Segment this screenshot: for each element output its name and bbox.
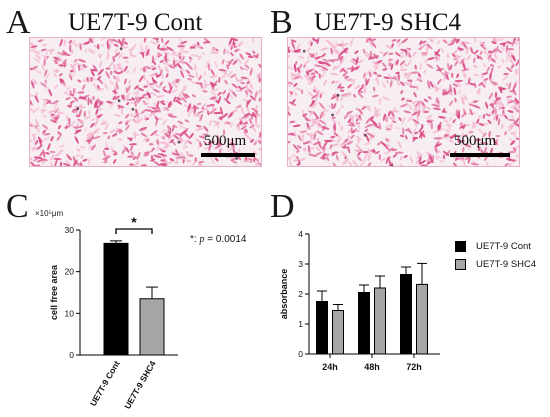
panel-c-letter: C [6,188,29,225]
y-tick-label: 10 [65,308,75,318]
legend-label-cont: UE7T-9 Cont [476,240,531,252]
panel-a-letter: A [6,4,31,41]
micro-cell-layer [288,38,519,166]
bar [103,242,129,356]
panel-a-micrograph-image [30,38,261,166]
y-tick-label: 20 [65,267,75,277]
panel-a-micrograph [29,37,262,167]
panel-a-scale-bar [201,153,255,157]
x-tick-label: 48h [364,362,380,372]
x-tick-label: 72h [406,362,422,372]
panel-b-letter: B [270,4,293,41]
bar [374,287,386,355]
y-tick-label: 3 [298,259,303,269]
significance-mark: * [131,214,137,230]
sig-note-p: p [199,234,205,245]
y-tick-label: 2 [298,289,303,299]
bar [358,292,370,355]
x-tick-label: 24h [322,362,338,372]
legend-item-cont: UE7T-9 Cont [455,237,536,255]
panel-b-scale-bar [450,153,510,157]
panel-d-legend: UE7T-9 Cont UE7T-9 SHC4 [455,237,536,273]
y-tick-label: 0 [298,349,303,359]
legend-item-shc4: UE7T-9 SHC4 [455,255,536,273]
panel-b-micrograph-image [288,38,519,166]
y-axis-label: cell free area [49,264,59,320]
sig-note-value: = 0.0014 [204,234,247,245]
x-tick-label: UE7T-9 Cont [88,359,122,408]
panel-c-significance-note: *: p = 0.0014 [190,234,246,245]
y-tick-label: 0 [69,350,74,360]
y-tick-label: 4 [298,229,303,239]
chart-c: 0 10 20 30 cell free area UE7T-9 Cont UE7T-9 S… [49,214,178,411]
x-tick-label: UE7T-9 SHC4 [122,359,158,411]
legend-swatch-shc4 [455,258,466,270]
legend-swatch-cont [455,240,466,252]
sig-note-prefix: *: [190,234,200,245]
bar [139,298,165,356]
bar [416,283,428,355]
bar [316,301,328,355]
y-tick-label: 1 [298,319,303,329]
panel-a-title: UE7T-9 Cont [68,9,203,36]
chart-d: 0 1 2 3 4 absorbance 24h 48h 72h [279,229,440,372]
significance-bracket [115,228,153,234]
panel-b-title: UE7T-9 SHC4 [314,9,462,36]
y-axis-label: absorbance [279,269,289,320]
panel-b-scale-label: 500μm [454,133,497,149]
bar [332,310,344,355]
micro-cell-layer [30,38,261,166]
y-tick-label: 30 [65,225,75,235]
legend-label-shc4: UE7T-9 SHC4 [476,258,537,270]
panel-c-unit-label: ×10⁵μm [35,209,64,218]
bar [400,274,412,355]
panel-d-letter: D [270,188,295,225]
panel-b-micrograph [287,37,520,167]
panel-a-scale-label: 500μm [204,133,247,149]
